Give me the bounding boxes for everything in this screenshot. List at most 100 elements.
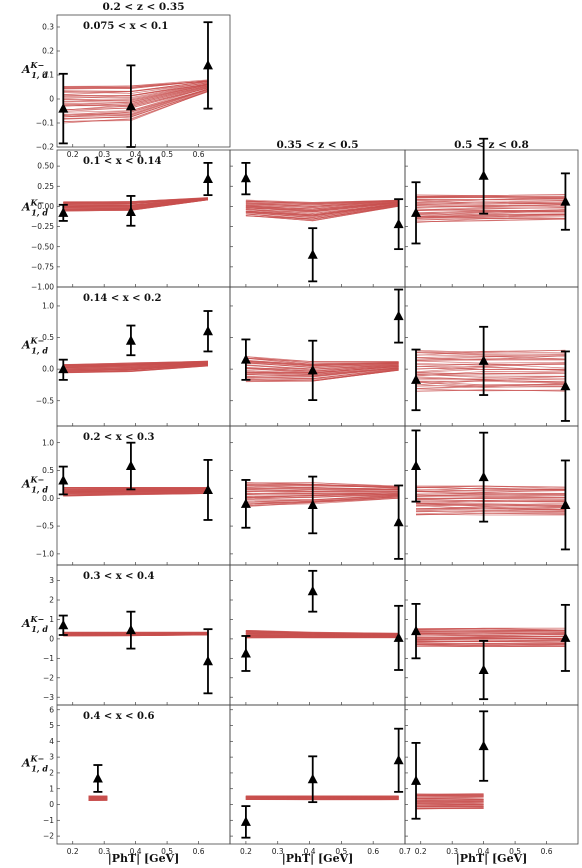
data-point-marker [240,647,251,658]
data-point-marker [125,624,136,635]
y-tick-label: 3 [49,576,54,585]
data-point-marker [560,499,571,509]
model-replica-line [415,213,566,218]
model-replica-line [415,216,566,221]
y-tick-label: −1 [43,816,54,825]
column-title-2: 0.35 < z < 0.5 [276,139,358,151]
data-point-marker [393,218,404,229]
model-replica-line [245,201,399,208]
x-tick-label: 0.2 [415,847,427,856]
x-tick-label: 0.7 [399,847,411,856]
model-band [245,199,399,222]
data-point-marker [240,354,251,364]
x-axis-label: |PhT| [GeV] [108,852,180,865]
y-tick-label: 2 [49,596,54,605]
data-point-marker [58,363,69,374]
y-tick-label: 1.0 [42,302,54,311]
y-tick-label: 0.5 [42,333,54,342]
data-point-marker [125,100,136,111]
x-tick-label: 0.4 [130,847,142,856]
data-point-marker [58,207,69,217]
model-replica-line [63,363,209,371]
model-band [415,793,484,810]
y-tick-label: −0.2 [36,143,54,152]
y-tick-label: 0.1 [42,71,54,80]
model-replica-line [63,363,209,369]
data-point-marker [307,364,318,375]
row-title-3: 0.14 < x < 0.2 [83,293,161,304]
y-tick-label: 0.25 [37,182,54,191]
model-band [415,349,566,392]
row-title-5: 0.3 < x < 0.4 [83,571,154,582]
y-tick-label: 0.3 [42,23,54,32]
data-point-marker [307,585,318,596]
model-replica-line [415,633,566,637]
y-tick-label: 5 [49,721,54,730]
x-tick-label: 0.2 [67,847,79,856]
row-title-4: 0.2 < x < 0.3 [83,432,154,443]
data-points [58,610,213,695]
x-tick-label: 0.6 [193,847,205,856]
data-point-marker [125,460,136,471]
row-title-6: 0.4 < x < 0.6 [83,711,154,722]
y-tick-label: 0 [49,95,54,104]
x-tick-label: 0.5 [161,847,173,856]
data-point-marker [393,754,404,765]
data-point-marker [411,775,422,785]
y-tick-label: 0 [49,800,54,809]
data-points [92,764,103,793]
y-tick-label: 0 [49,634,54,643]
x-tick-label: 0.5 [509,847,521,856]
y-tick-label: 4 [49,737,54,746]
model-replica-line [245,200,399,205]
model-replica-line [245,199,399,203]
data-point-marker [307,773,318,784]
panel-r1-c1: −0.2 −0.1 0 0.1 0.2 0.3 0.2 0.3 0.4 0.5 0.6 0.075 <… [36,14,231,159]
data-points [58,161,213,227]
data-point-marker [125,206,136,217]
data-points [411,602,571,701]
y-tick-label: 1 [49,615,54,624]
panel-frame [229,704,406,845]
row-title-1: 0.075 < x < 0.1 [83,21,168,32]
panel-r5-c1: −3 −2 −1 0 1 2 3 0.3 < x < 0.4 [43,564,231,706]
model-replica-line [245,205,399,220]
y-tick-label: 0.0 [42,494,54,503]
column-title-1: 0.2 < z < 0.35 [102,1,184,13]
model-band [245,482,399,507]
y-tick-label: 2 [49,769,54,778]
model-band [245,795,399,801]
model-replica-line [415,798,484,800]
model-band [63,486,209,497]
data-point-marker [393,310,404,321]
data-point-marker [58,474,69,485]
model-replica-line [415,636,566,639]
y-tick-label: −2 [43,832,54,841]
model-band [245,356,399,383]
y-tick-label: −0.50 [31,242,54,251]
data-point-marker [560,632,571,642]
model-replica-line [245,203,399,214]
model-replica-line [415,629,566,631]
x-tick-label: 0.3 [272,847,284,856]
y-tick-label: −0.75 [31,262,54,271]
data-points [411,325,571,422]
y-tick-label: −1.00 [31,283,54,292]
data-point-marker [393,632,404,642]
model-band [88,795,108,801]
y-tick-label: −1.0 [36,549,54,558]
data-points [240,288,404,401]
panel-r3-c1: −0.5 0.0 0.5 1.0 0.14 < x < 0.2 [36,286,231,427]
y-tick-label: 0.00 [37,202,54,211]
y-tick-label: −2 [43,673,54,682]
data-point-marker [393,516,404,527]
panel-r6-c1: −2 −1 0 1 2 3 4 5 6 0.2 0.3 0.4 0.5 0.6 0.4 < x < 0.6 [43,704,231,856]
data-point-marker [560,380,571,391]
x-tick-label: 0.2 [67,150,79,159]
data-point-marker [307,249,318,259]
panel-r3-c2 [229,286,406,427]
data-points [240,161,404,283]
model-replica-line [415,627,566,630]
data-point-marker [307,499,318,509]
